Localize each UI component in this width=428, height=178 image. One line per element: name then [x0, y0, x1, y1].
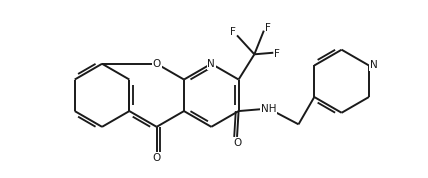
Text: NH: NH	[261, 104, 276, 114]
Text: F: F	[230, 27, 236, 37]
Text: F: F	[274, 49, 280, 59]
Text: O: O	[152, 59, 161, 69]
Text: F: F	[265, 22, 270, 33]
Text: O: O	[233, 138, 241, 148]
Text: N: N	[208, 59, 215, 69]
Text: O: O	[152, 153, 161, 163]
Text: N: N	[370, 61, 377, 70]
